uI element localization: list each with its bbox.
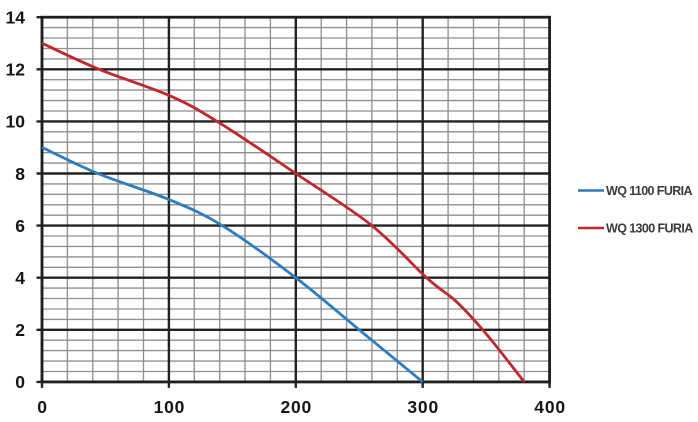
svg-text:4: 4 <box>15 268 25 288</box>
svg-text:14: 14 <box>6 8 26 28</box>
svg-text:2: 2 <box>15 320 25 340</box>
svg-text:100: 100 <box>154 397 186 417</box>
svg-text:8: 8 <box>15 164 25 184</box>
svg-text:12: 12 <box>6 60 26 80</box>
svg-text:WQ 1100 FURIA: WQ 1100 FURIA <box>606 184 693 198</box>
svg-text:200: 200 <box>280 397 312 417</box>
svg-text:300: 300 <box>407 397 439 417</box>
svg-text:400: 400 <box>534 397 566 417</box>
svg-text:WQ 1300 FURIA: WQ 1300 FURIA <box>606 222 693 236</box>
svg-text:0: 0 <box>37 397 48 417</box>
svg-text:6: 6 <box>15 216 25 236</box>
svg-text:10: 10 <box>6 112 26 132</box>
svg-text:0: 0 <box>15 372 25 392</box>
